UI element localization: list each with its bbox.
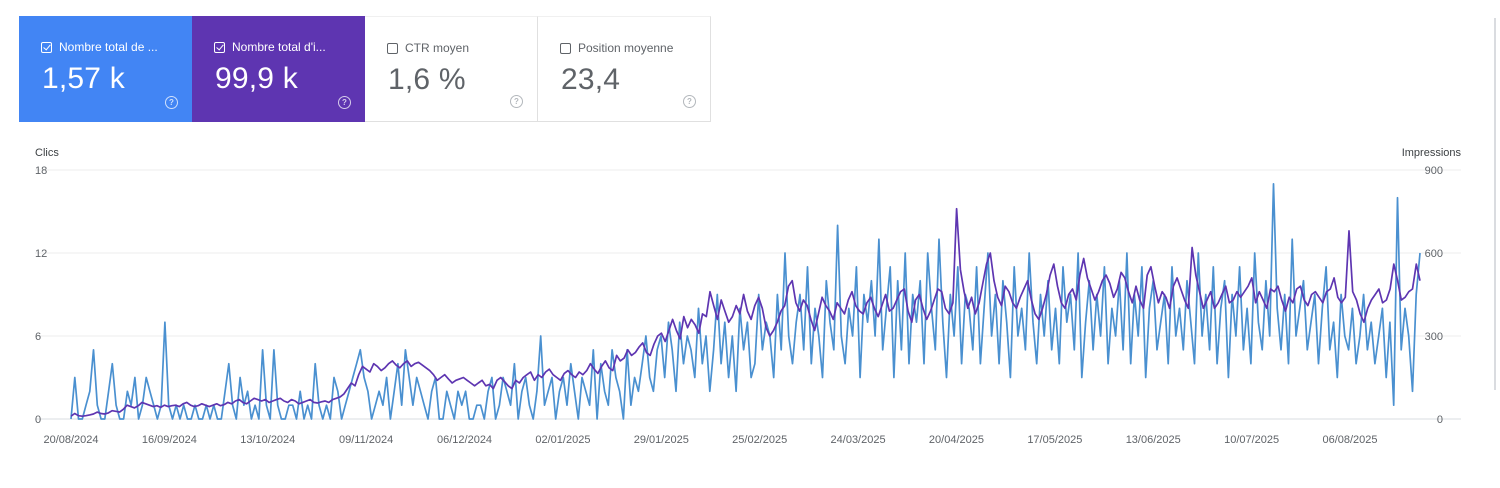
x-tick-label: 06/12/2024 [437, 434, 492, 446]
help-icon[interactable]: ? [683, 95, 696, 108]
metric-card-header: Position moyenne [560, 41, 673, 55]
y-tick-label-right: 900 [1425, 165, 1443, 177]
x-axis-ticks: 20/08/2024 16/09/2024 13/10/2024 09/11/2024… [43, 434, 1377, 446]
metric-value: 1,57 k [42, 62, 125, 95]
x-tick-label: 09/11/2024 [339, 434, 393, 446]
metric-card-header: Nombre total d'i... [214, 40, 326, 54]
y-tick-label-left: 6 [35, 331, 41, 343]
metric-value: 99,9 k [215, 62, 298, 95]
metric-cards: Nombre total de ... 1,57 k ? Nombre tota… [19, 16, 711, 122]
series-line-impressions [70, 207, 1421, 418]
checkbox-unchecked-icon[interactable] [387, 42, 398, 54]
metric-label: Nombre total d'i... [232, 40, 326, 54]
metric-value: 1,6 % [388, 63, 466, 96]
x-tick-label: 02/01/2025 [535, 434, 590, 446]
x-tick-label: 10/07/2025 [1224, 434, 1279, 446]
checkbox-checked-icon[interactable] [214, 41, 225, 53]
x-tick-label: 29/01/2025 [634, 434, 689, 446]
chart-grid [35, 169, 1461, 420]
y-tick-label-left: 18 [35, 165, 47, 177]
y-tick-label-right: 600 [1425, 248, 1443, 260]
metric-card-position[interactable]: Position moyenne 23,4 ? [538, 16, 711, 122]
series-lines [70, 182, 1421, 420]
metric-card-impressions[interactable]: Nombre total d'i... 99,9 k ? [192, 16, 365, 122]
metric-card-ctr[interactable]: CTR moyen 1,6 % ? [365, 16, 538, 122]
metric-label: Nombre total de ... [59, 40, 158, 54]
x-tick-label: 16/09/2024 [142, 434, 197, 446]
y-tick-label-left: 12 [35, 248, 47, 260]
help-icon[interactable]: ? [338, 96, 351, 109]
x-tick-label: 20/04/2025 [929, 434, 984, 446]
x-tick-label: 24/03/2025 [831, 434, 886, 446]
metric-card-header: CTR moyen [387, 41, 469, 55]
metric-value: 23,4 [561, 63, 621, 96]
metric-label: CTR moyen [405, 41, 470, 55]
metric-label: Position moyenne [578, 41, 674, 55]
help-icon[interactable]: ? [165, 96, 178, 109]
metric-card-header: Nombre total de ... [41, 40, 158, 54]
y-tick-label-right: 0 [1437, 414, 1443, 426]
x-tick-label: 25/02/2025 [732, 434, 787, 446]
right-axis-title: Impressions [1402, 147, 1462, 159]
metric-card-clicks[interactable]: Nombre total de ... 1,57 k ? [19, 16, 192, 122]
x-tick-label: 13/06/2025 [1126, 434, 1181, 446]
scrollbar[interactable] [1494, 18, 1496, 390]
left-axis-title: Clics [35, 147, 59, 159]
checkbox-checked-icon[interactable] [41, 41, 52, 53]
y-axis-ticks: 18 900 12 600 6 300 0 0 [35, 165, 1443, 426]
x-tick-label: 06/08/2025 [1322, 434, 1377, 446]
series-line-clics [70, 182, 1421, 420]
y-tick-label-right: 300 [1425, 331, 1443, 343]
y-tick-label-left: 0 [35, 414, 41, 426]
checkbox-unchecked-icon[interactable] [560, 42, 571, 54]
x-tick-label: 13/10/2024 [240, 434, 295, 446]
x-tick-label: 17/05/2025 [1027, 434, 1082, 446]
help-icon[interactable]: ? [510, 95, 523, 108]
x-tick-label: 20/08/2024 [43, 434, 98, 446]
